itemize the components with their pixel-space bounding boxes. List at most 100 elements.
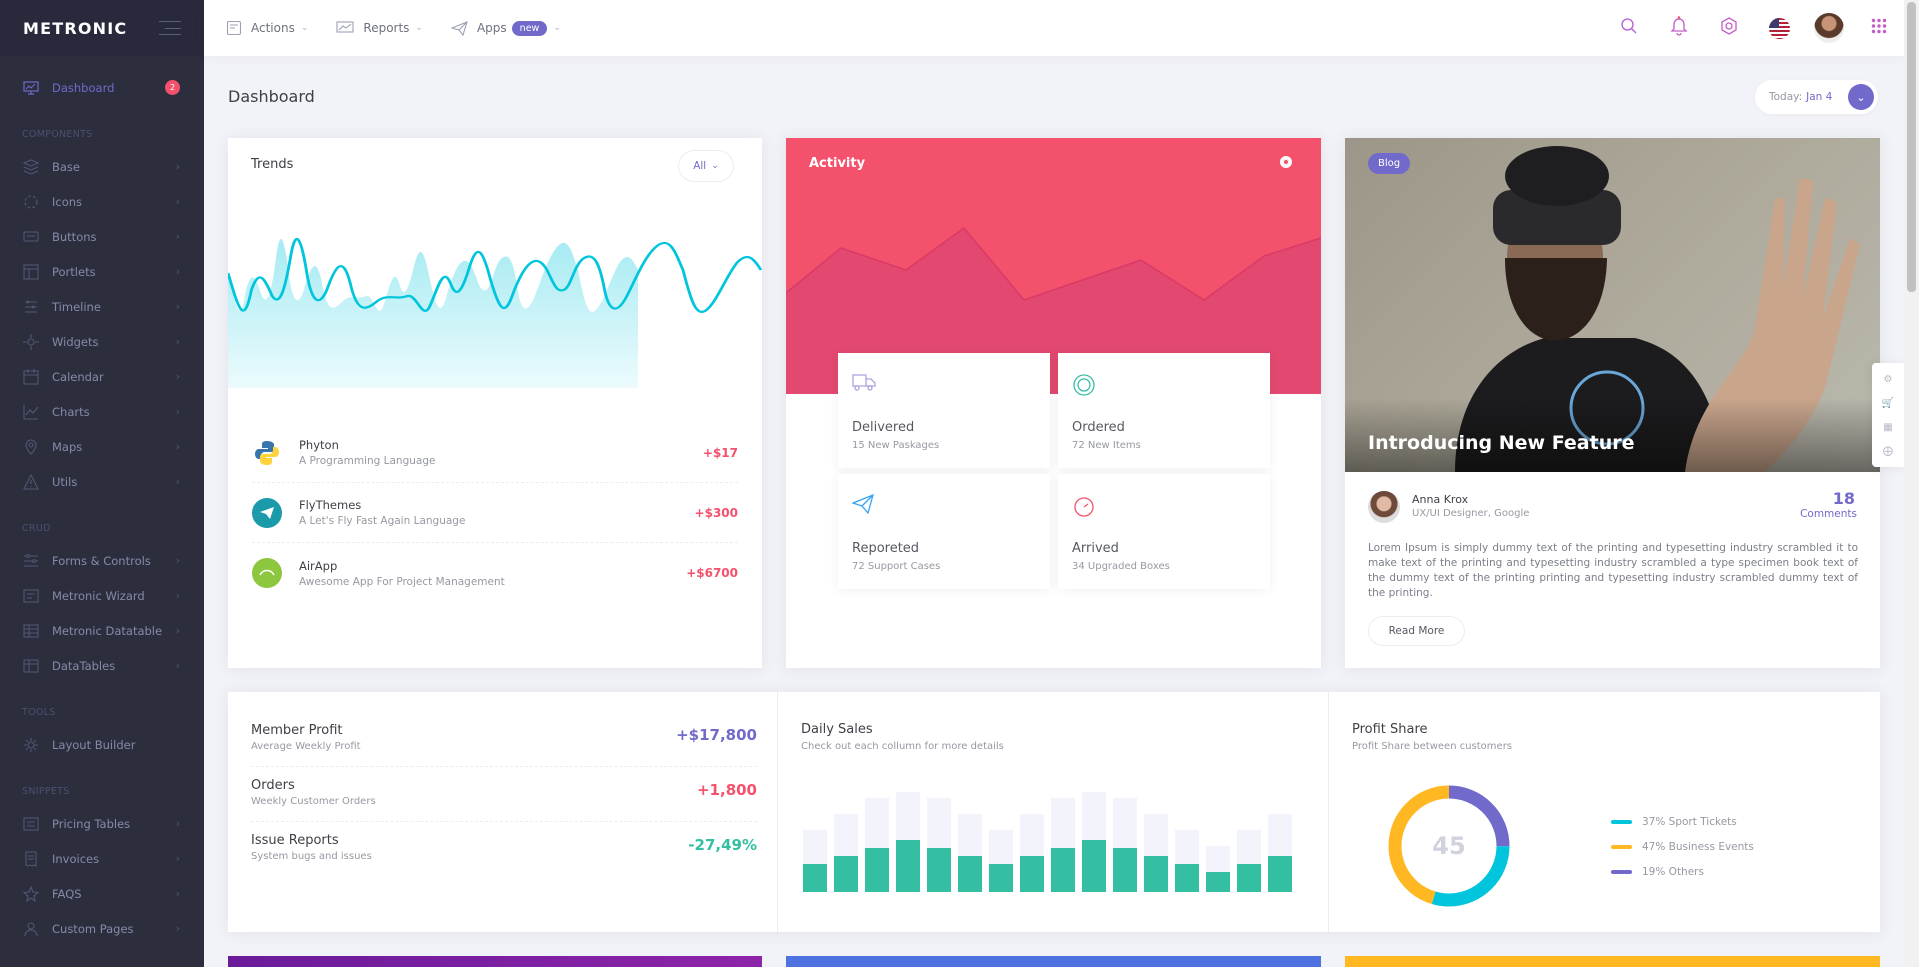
chevron-right-icon: › xyxy=(175,300,180,313)
section-components: COMPONENTS xyxy=(22,129,93,140)
activity-tile-ordered[interactable]: Ordered 72 New Items xyxy=(1058,353,1270,468)
tile-title: Ordered xyxy=(1072,420,1125,435)
blog-card: Blog Introducing New Feature Anna Krox U… xyxy=(1345,138,1880,668)
sidebar-item-pricing-tables[interactable]: Pricing Tables › xyxy=(0,806,204,841)
settings-icon[interactable]: ⚙ xyxy=(1883,373,1893,385)
sidebar-item-base[interactable]: Base › xyxy=(0,149,204,184)
profit-share-legend: 37% Sport Tickets 47% Business Events 19… xyxy=(1611,809,1754,884)
trend-desc: Awesome App For Project Management xyxy=(299,575,505,588)
notifications-button[interactable] xyxy=(1654,0,1704,56)
sidebar-item-label: Utils xyxy=(52,474,78,489)
datatables-icon xyxy=(22,657,40,675)
stat-sub: System bugs and issues xyxy=(251,851,372,862)
legend-label: 19% Others xyxy=(1642,865,1704,878)
sidebar-item-utils[interactable]: Utils › xyxy=(0,464,204,499)
list-item[interactable]: FlyThemes A Let's Fly Fast Again Languag… xyxy=(252,483,738,543)
quick-side-panel: ⚙ 🛒 ▦ ⨁ xyxy=(1872,363,1904,467)
list-item[interactable]: AirApp Awesome App For Project Managemen… xyxy=(252,543,738,603)
custom-pages-icon xyxy=(22,920,40,938)
python-logo-icon xyxy=(252,438,282,468)
cart-icon[interactable]: 🛒 xyxy=(1881,397,1895,409)
icons-icon xyxy=(22,193,40,211)
sidebar-item-custom-pages[interactable]: Custom Pages › xyxy=(0,911,204,946)
comments-label: Comments xyxy=(1800,508,1857,520)
stat-row-member-profit: Member Profit Average Weekly Profit +$17… xyxy=(251,712,757,767)
sidebar-item-widgets[interactable]: Widgets › xyxy=(0,324,204,359)
list-item[interactable]: Phyton A Programming Language +$17 xyxy=(252,423,738,483)
sidebar-item-calendar[interactable]: Calendar › xyxy=(0,359,204,394)
sidebar-item-label: Maps xyxy=(52,439,83,454)
user-profile-button[interactable] xyxy=(1804,0,1854,56)
author-name[interactable]: Anna Krox xyxy=(1412,493,1469,506)
help-icon[interactable]: ⨁ xyxy=(1883,445,1893,457)
chevron-right-icon: › xyxy=(175,195,180,208)
sidebar-item-invoices[interactable]: Invoices › xyxy=(0,841,204,876)
page-scrollbar[interactable] xyxy=(1904,0,1919,967)
apps-grid-button[interactable] xyxy=(1854,0,1904,56)
sidebar-item-icons[interactable]: Icons › xyxy=(0,184,204,219)
aperture-icon xyxy=(1072,373,1096,401)
date-label: Today: xyxy=(1769,91,1803,103)
sidebar-item-timeline[interactable]: Timeline › xyxy=(0,289,204,324)
trend-desc: A Programming Language xyxy=(299,455,436,467)
legend-label: 37% Sport Tickets xyxy=(1642,815,1737,828)
sidebar-item-metronic-wizard[interactable]: Metronic Wizard › xyxy=(0,578,204,613)
sidebar-item-portlets[interactable]: Portlets › xyxy=(0,254,204,289)
date-picker[interactable]: Today: Jan 4 ⌄ xyxy=(1755,80,1878,114)
blog-tag-badge[interactable]: Blog xyxy=(1368,153,1411,174)
activity-options-icon[interactable] xyxy=(1280,156,1292,168)
nav-actions[interactable]: Actions ⌄ xyxy=(226,20,308,36)
utils-icon xyxy=(22,473,40,491)
buttons-icon xyxy=(22,228,40,246)
blog-headline[interactable]: Introducing New Feature xyxy=(1368,432,1635,454)
nav-reports[interactable]: Reports ⌄ xyxy=(336,21,423,35)
actions-icon xyxy=(226,20,242,36)
sidebar-item-forms-controls[interactable]: Forms & Controls › xyxy=(0,543,204,578)
legend-item: 37% Sport Tickets xyxy=(1611,809,1754,834)
stats-card: Member Profit Average Weekly Profit +$17… xyxy=(228,692,1880,932)
quick-actions-button[interactable] xyxy=(1704,0,1754,56)
trend-value: +$300 xyxy=(694,505,738,520)
search-button[interactable] xyxy=(1604,0,1654,56)
sidebar-item-buttons[interactable]: Buttons › xyxy=(0,219,204,254)
activity-tile-delivered[interactable]: Delivered 15 New Paskages xyxy=(838,353,1050,468)
header-nav: Actions ⌄ Reports ⌄ Apps new ⌄ xyxy=(204,20,589,36)
daily-sales-title: Daily Sales xyxy=(801,722,873,737)
trend-desc: A Let's Fly Fast Again Language xyxy=(299,515,466,527)
trend-name: FlyThemes xyxy=(299,498,362,512)
sidebar-toggle-icon[interactable] xyxy=(159,21,181,35)
bell-icon xyxy=(1670,16,1688,40)
chevron-right-icon: › xyxy=(175,922,180,935)
sidebar-item-metronic-datatable[interactable]: Metronic Datatable › xyxy=(0,613,204,648)
chevron-right-icon: › xyxy=(175,160,180,173)
trends-filter-dropdown[interactable]: All ⌄ xyxy=(678,150,734,182)
activity-tile-reported[interactable]: Reporeted 72 Support Cases xyxy=(838,474,1050,589)
chevron-right-icon: › xyxy=(175,817,180,830)
activity-tile-arrived[interactable]: Arrived 34 Upgraded Boxes xyxy=(1058,474,1270,589)
sidebar-item-maps[interactable]: Maps › xyxy=(0,429,204,464)
sidebar-item-datatables[interactable]: DataTables › xyxy=(0,648,204,683)
sidebar-item-charts[interactable]: Charts › xyxy=(0,394,204,429)
sidebar-item-dashboard[interactable]: Dashboard 2 xyxy=(0,70,204,105)
layout-icon[interactable]: ▦ xyxy=(1883,421,1893,433)
trend-value: +$17 xyxy=(702,445,738,460)
stat-sub: Average Weekly Profit xyxy=(251,741,361,752)
sidebar-item-faqs[interactable]: FAQS › xyxy=(0,876,204,911)
maps-icon xyxy=(22,438,40,456)
nav-apps[interactable]: Apps new ⌄ xyxy=(450,20,561,36)
chevron-right-icon: › xyxy=(175,335,180,348)
stat-value: -27,49% xyxy=(688,836,757,854)
read-more-button[interactable]: Read More xyxy=(1368,616,1465,646)
tile-sub: 34 Upgraded Boxes xyxy=(1072,561,1170,572)
comments-count: 18 xyxy=(1832,489,1855,508)
daily-sales-section: Daily Sales Check out each collumn for m… xyxy=(778,692,1329,932)
apps-grid-icon xyxy=(1871,18,1887,38)
language-selector[interactable] xyxy=(1754,0,1804,56)
chevron-right-icon: › xyxy=(175,659,180,672)
brand-logo[interactable]: METRONIC xyxy=(23,18,128,38)
timer-icon xyxy=(1072,494,1096,522)
scrollbar-thumb[interactable] xyxy=(1907,2,1916,292)
sidebar-item-layout-builder[interactable]: Layout Builder xyxy=(0,727,204,762)
profit-share-title: Profit Share xyxy=(1352,722,1428,737)
stat-row-orders: Orders Weekly Customer Orders +1,800 xyxy=(251,767,757,822)
